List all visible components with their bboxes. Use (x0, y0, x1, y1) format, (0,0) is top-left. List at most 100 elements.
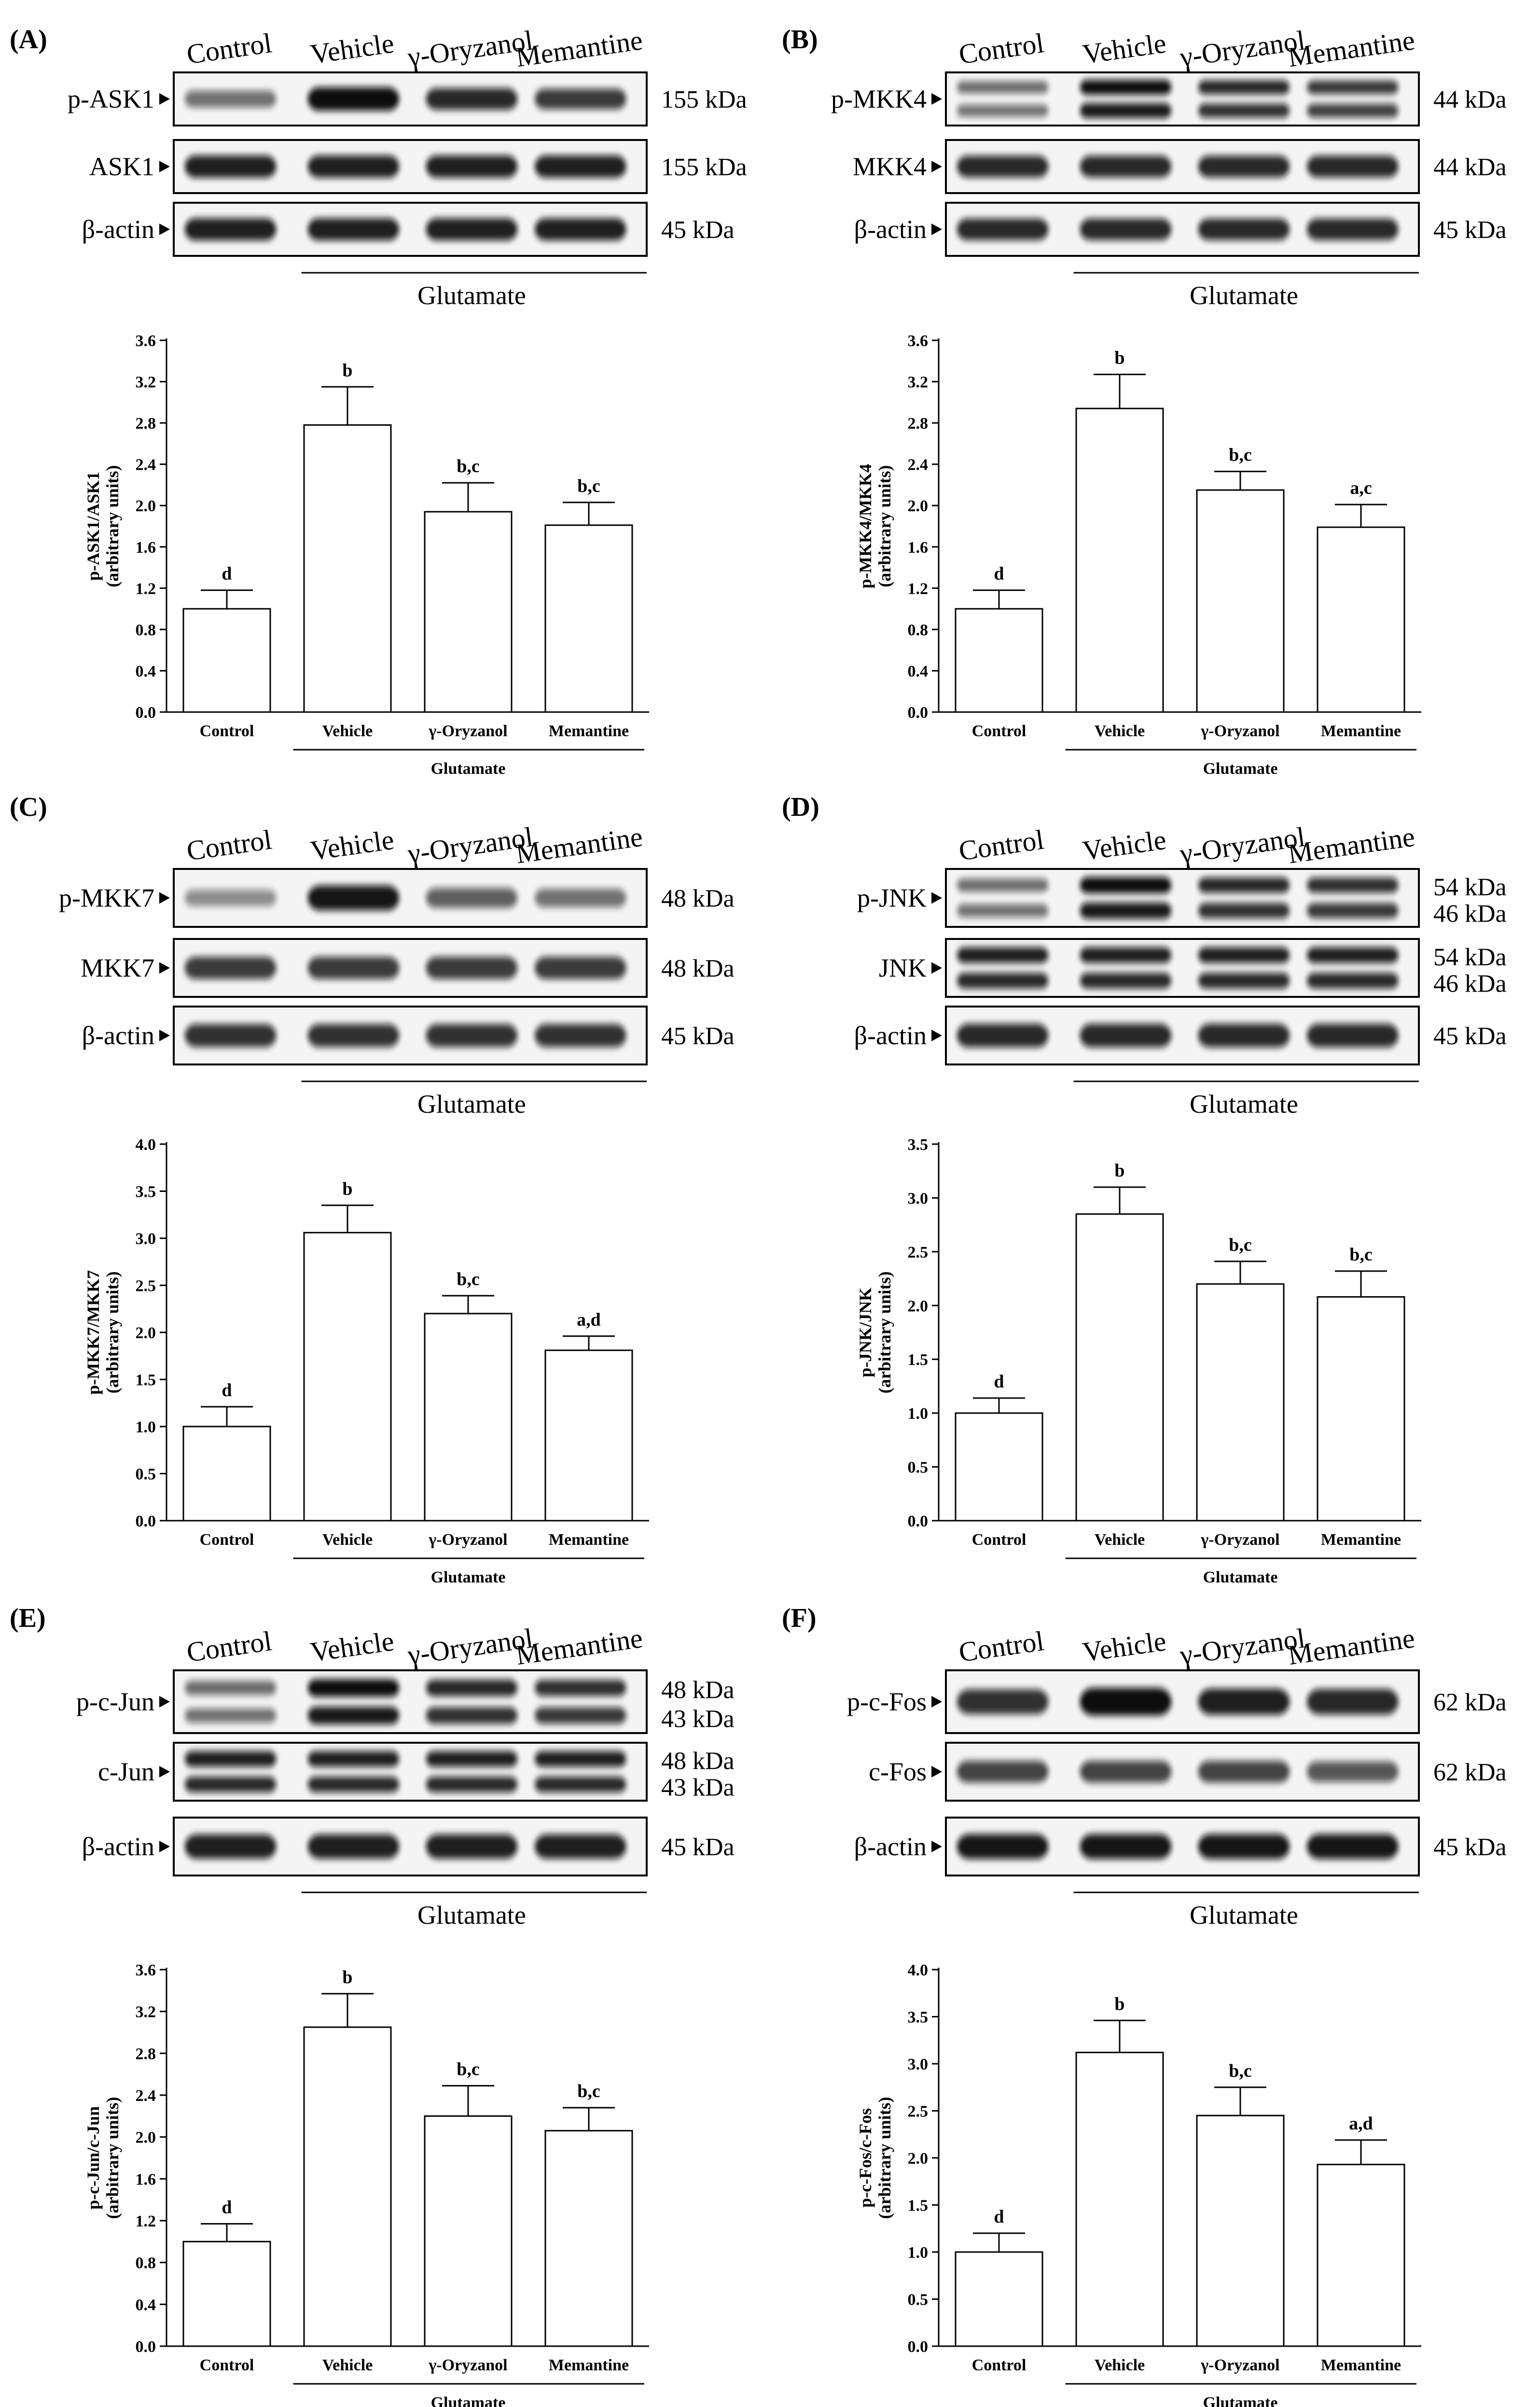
y-axis-label: (arbitrary units) (103, 1272, 122, 1394)
x-tick-label: Control (200, 722, 254, 740)
lane-label: Memantine (1286, 1622, 1417, 1671)
protein-band (426, 1751, 518, 1767)
protein-band (534, 1707, 626, 1724)
kda-label: 46 kDa (1433, 900, 1507, 928)
bar-chart: 0.0 0.5 1.0 1.5 2.0 2.5 3.0 3.5 p-JNK/JNK (arbitr… (856, 1136, 1421, 1586)
y-tick-label: 1.2 (136, 2212, 156, 2230)
bar (1075, 1213, 1164, 1522)
protein-band (534, 956, 626, 980)
bar-chart: 0.0 0.5 1.0 1.5 2.0 2.5 3.0 3.5 4.0 p-MKK7/MKK7 (a… (83, 1136, 649, 1586)
bar (1317, 526, 1405, 713)
protein-band (307, 1707, 400, 1724)
y-axis-label: (arbitrary units) (103, 2097, 122, 2219)
y-axis-label: p-c-Fos/c-Fos (856, 2108, 875, 2208)
protein-band (534, 1024, 626, 1047)
y-tick-label: 2.0 (908, 497, 929, 515)
bar (182, 1426, 271, 1522)
protein-band (1306, 1023, 1399, 1048)
significance-label: b,c (1229, 1235, 1252, 1255)
arrow-marker-icon (159, 1766, 170, 1777)
protein-label: p-ASK1 (68, 84, 154, 113)
bar (424, 1313, 513, 1522)
panel-letter: (B) (782, 25, 818, 55)
x-tick-label: Memantine (549, 722, 629, 740)
arrow-marker-icon (931, 161, 942, 172)
y-axis-label: p-MKK7/MKK7 (83, 1270, 103, 1395)
lane-label: Memantine (1286, 821, 1417, 869)
y-tick-label: 3.5 (136, 1183, 156, 1201)
kda-label: 48 kDa (661, 955, 735, 982)
lane-label: Vehicle (1081, 824, 1168, 867)
bar (544, 524, 633, 713)
protein-label: p-c-Jun (76, 1687, 154, 1716)
y-tick-label: 0.0 (908, 704, 929, 722)
bar-chart: 0.0 0.4 0.8 1.2 1.6 2.0 2.4 2.8 3.2 3.6 p-c-Jun/c-… (83, 1961, 649, 2407)
kda-label: 45 kDa (1433, 1833, 1507, 1861)
blot--actin: β-actin 45 kDa (854, 1006, 1507, 1065)
arrow-marker-icon (931, 1841, 942, 1852)
x-tick-label: Vehicle (322, 1531, 373, 1549)
y-tick-label: 3.5 (908, 2009, 929, 2027)
protein-label: ASK1 (89, 152, 154, 181)
y-tick-label: 2.8 (136, 2045, 156, 2063)
glutamate-label: Glutamate (1190, 1090, 1298, 1119)
y-tick-label: 1.0 (908, 2244, 929, 2262)
x-tick-label: γ-Oryzanol (1200, 722, 1279, 740)
significance-label: d (222, 564, 232, 584)
y-axis-label: p-ASK1/ASK1 (83, 472, 103, 581)
kda-label: 44 kDa (1433, 154, 1507, 181)
lane-label: Memantine (514, 24, 645, 73)
bar (303, 2026, 392, 2347)
protein-label: β-actin (854, 1832, 927, 1861)
protein-band (426, 88, 518, 110)
protein-band (426, 1679, 518, 1696)
y-tick-label: 2.0 (908, 1297, 929, 1315)
significance-label: b (342, 360, 352, 380)
y-tick-label: 3.0 (908, 2056, 929, 2073)
glutamate-label: Glutamate (1190, 1901, 1298, 1930)
blot-mkk7: MKK7 48 kDa (81, 938, 735, 998)
protein-label: p-c-Fos (847, 1687, 927, 1716)
protein-band (1198, 155, 1290, 178)
protein-band (1080, 1834, 1172, 1859)
lane-label: Vehicle (308, 824, 396, 867)
x-tick-label: Control (200, 1531, 254, 1549)
significance-label: a,d (1349, 2113, 1373, 2134)
protein-band (307, 1834, 400, 1859)
bar (1196, 489, 1285, 713)
y-tick-label: 1.5 (136, 1371, 156, 1389)
y-tick-label: 0.5 (908, 1459, 929, 1477)
protein-band (534, 218, 626, 240)
protein-band (184, 1708, 277, 1723)
arrow-marker-icon (159, 1696, 170, 1707)
protein-band (957, 973, 1049, 989)
protein-label: β-actin (854, 1021, 927, 1050)
kda-label: 155 kDa (661, 154, 747, 181)
lane-label: Control (957, 27, 1046, 70)
y-tick-label: 1.5 (908, 1351, 929, 1369)
y-axis-label: (arbitrary units) (875, 465, 894, 588)
blot-p-mkk7: p-MKK7 48 kDa (59, 868, 735, 928)
bar-chart: 0.0 0.4 0.8 1.2 1.6 2.0 2.4 2.8 3.2 3.6 p-MKK4/MKK… (856, 332, 1421, 778)
protein-band (534, 888, 626, 908)
kda-label: 45 kDa (1433, 1022, 1507, 1050)
bar (955, 1412, 1043, 1522)
y-tick-label: 0.4 (136, 2296, 156, 2314)
y-tick-label: 0.0 (136, 2338, 156, 2356)
protein-band (534, 1777, 626, 1792)
protein-band (1080, 877, 1172, 894)
x-tick-label: Control (972, 1531, 1027, 1549)
x-tick-label: Memantine (549, 1531, 629, 1549)
bar (424, 2115, 513, 2347)
protein-label: β-actin (82, 1021, 154, 1050)
protein-band (534, 88, 626, 110)
arrow-marker-icon (931, 1030, 942, 1041)
significance-label: d (222, 1380, 232, 1400)
significance-label: b,c (457, 456, 480, 476)
protein-band (307, 1024, 400, 1047)
y-tick-label: 1.6 (136, 2170, 156, 2188)
chart-glutamate-label: Glutamate (431, 760, 506, 778)
protein-band (1080, 1688, 1172, 1716)
